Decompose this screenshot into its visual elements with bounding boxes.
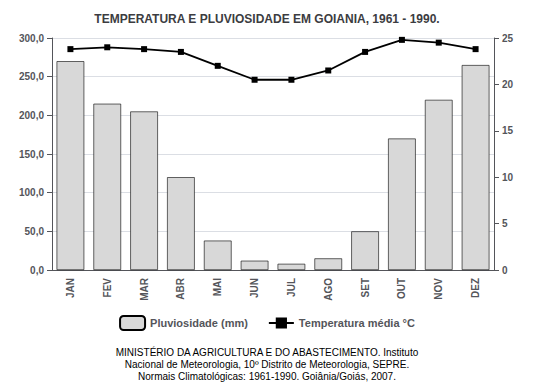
svg-text:AGO: AGO bbox=[323, 278, 334, 301]
svg-text:MAI: MAI bbox=[212, 278, 223, 297]
svg-text:OUT: OUT bbox=[396, 278, 407, 299]
svg-text:15: 15 bbox=[502, 125, 514, 136]
svg-text:0: 0 bbox=[502, 265, 508, 276]
svg-text:FEV: FEV bbox=[102, 278, 113, 298]
svg-text:10: 10 bbox=[502, 172, 514, 183]
svg-text:300,0: 300,0 bbox=[19, 33, 44, 44]
svg-text:150,0: 150,0 bbox=[19, 149, 44, 160]
svg-text:NOV: NOV bbox=[433, 278, 444, 300]
svg-text:MINISTÉRIO DA AGRICULTURA E DO: MINISTÉRIO DA AGRICULTURA E DO ABASTECIM… bbox=[116, 346, 419, 358]
svg-text:MAR: MAR bbox=[139, 277, 150, 301]
svg-text:50,0: 50,0 bbox=[25, 226, 45, 237]
svg-text:Temperatura média °C: Temperatura média °C bbox=[299, 317, 415, 329]
svg-text:250,0: 250,0 bbox=[19, 71, 44, 82]
svg-text:SET: SET bbox=[360, 278, 371, 297]
svg-text:JUL: JUL bbox=[286, 278, 297, 297]
svg-text:Pluviosidade (mm): Pluviosidade (mm) bbox=[150, 317, 248, 329]
svg-text:100,0: 100,0 bbox=[19, 187, 44, 198]
svg-text:200,0: 200,0 bbox=[19, 110, 44, 121]
svg-text:25: 25 bbox=[502, 33, 514, 44]
svg-text:5: 5 bbox=[502, 218, 508, 229]
svg-text:ABR: ABR bbox=[175, 277, 186, 299]
svg-text:TEMPERATURA E PLUVIOSIDADE EM: TEMPERATURA E PLUVIOSIDADE EM GOIANIA, 1… bbox=[94, 12, 439, 26]
svg-text:0,0: 0,0 bbox=[30, 265, 44, 276]
svg-text:Normais Climatológicas: 1961-1: Normais Climatológicas: 1961-1990. Goiân… bbox=[138, 371, 396, 382]
svg-text:20: 20 bbox=[502, 79, 514, 90]
svg-text:Nacional de Meteorologia, 10º: Nacional de Meteorologia, 10º Distrito d… bbox=[125, 359, 409, 370]
svg-text:JAN: JAN bbox=[65, 278, 76, 298]
svg-text:DEZ: DEZ bbox=[470, 278, 481, 298]
svg-text:JUN: JUN bbox=[249, 278, 260, 298]
